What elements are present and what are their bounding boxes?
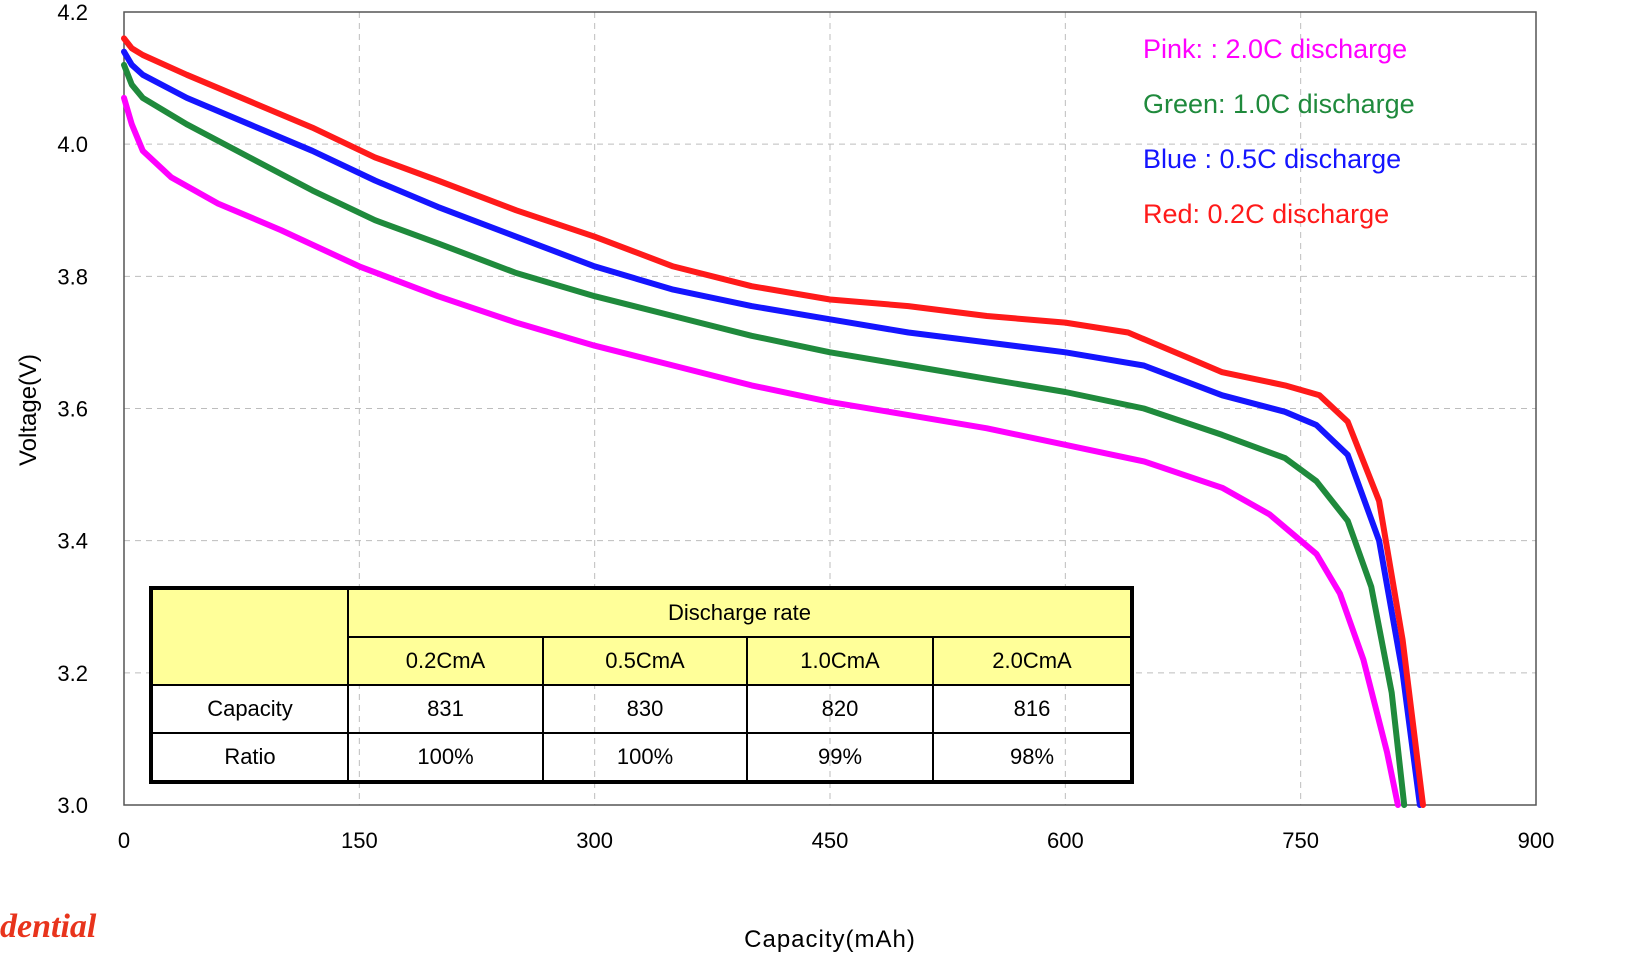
table-cell: 98%: [932, 732, 1133, 783]
table-cell: 820: [746, 684, 934, 734]
watermark-text: dential: [0, 908, 97, 945]
x-tick-label: 150: [341, 828, 378, 853]
table-column-header: 2.0CmA: [932, 636, 1133, 686]
table-header-row: Discharge rate: [150, 587, 1133, 686]
y-tick-labels: 3.0 3.2 3.4 3.6 3.8 4.0 4.2: [57, 0, 88, 818]
table-cell: 100%: [542, 732, 748, 783]
x-tick-label: 900: [1518, 828, 1555, 853]
discharge-rate-table: Discharge rate 0.2CmA 0.5CmA 1.0CmA 2.0C…: [149, 586, 1134, 784]
x-tick-label: 0: [118, 828, 130, 853]
legend-entry: Pink: : 2.0C discharge: [1143, 34, 1407, 64]
x-tick-label: 600: [1047, 828, 1084, 853]
table-row-label: Capacity: [150, 684, 349, 734]
table-column-header: 0.5CmA: [542, 636, 748, 686]
legend-entry: Green: 1.0C discharge: [1143, 89, 1415, 119]
table-row-label: Ratio: [150, 732, 349, 783]
series-line-3: [121, 35, 1426, 808]
table-cell: 99%: [746, 732, 934, 783]
x-tick-label: 750: [1282, 828, 1319, 853]
table-cell: 831: [347, 684, 544, 734]
plot-frame: [123, 11, 1537, 806]
x-tick-labels: 0 150 300 450 600 750 900: [118, 828, 1554, 853]
y-tick-label: 4.0: [57, 132, 88, 157]
table-cell: 830: [542, 684, 748, 734]
x-tick-label: 450: [812, 828, 849, 853]
table-row: Ratio 100% 100% 99% 98%: [150, 732, 1133, 783]
table-column-header: 1.0CmA: [746, 636, 934, 686]
y-tick-label: 3.4: [57, 529, 88, 554]
y-tick-label: 3.8: [57, 264, 88, 289]
x-axis-title: Capacity(mAh): [744, 926, 916, 953]
x-tick-label: 300: [576, 828, 613, 853]
legend: Pink: : 2.0C discharge Green: 1.0C discha…: [1143, 34, 1415, 229]
table-group-header: Discharge rate: [347, 587, 1133, 638]
table-row: Capacity 831 830 820 816: [150, 684, 1133, 734]
series-line-2: [121, 48, 1423, 808]
table-column-row: 0.2CmA 0.5CmA 1.0CmA 2.0CmA: [151, 636, 1133, 686]
legend-entry: Blue : 0.5C discharge: [1143, 144, 1401, 174]
series-line-1: [121, 61, 1408, 808]
table-cell: 100%: [347, 732, 544, 783]
y-tick-label: 3.6: [57, 397, 88, 422]
discharge-rate-table-container: Discharge rate 0.2CmA 0.5CmA 1.0CmA 2.0C…: [149, 586, 1134, 784]
table-cell: 816: [932, 684, 1133, 734]
y-tick-label: 3.2: [57, 661, 88, 686]
series-layer: [121, 35, 1426, 808]
y-axis-title: Voltage(V): [15, 354, 42, 466]
table-corner-cell: [150, 587, 349, 686]
series-line-0: [121, 94, 1401, 808]
y-tick-label: 4.2: [57, 0, 88, 25]
y-tick-label: 3.0: [57, 793, 88, 818]
legend-entry: Red: 0.2C discharge: [1143, 199, 1389, 229]
table-column-header: 0.2CmA: [347, 636, 544, 686]
